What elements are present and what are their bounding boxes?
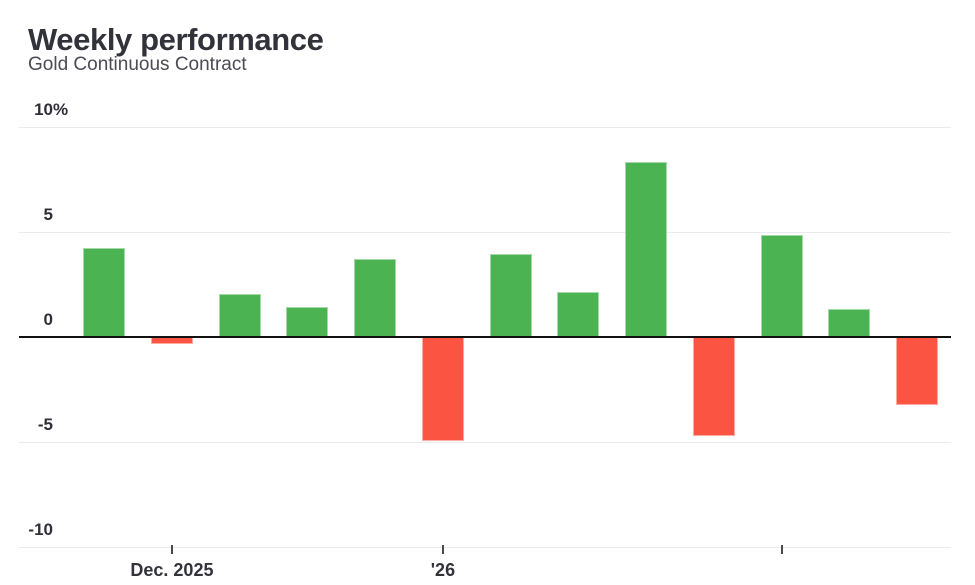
bar-week-9 bbox=[625, 161, 668, 338]
y-axis-label-value: 10 bbox=[34, 99, 53, 119]
y-axis-label-10: 10% bbox=[0, 99, 68, 120]
zero-line bbox=[19, 335, 951, 338]
chart-subtitle: Gold Continuous Contract bbox=[28, 54, 247, 75]
gridline--5 bbox=[19, 441, 951, 443]
bar-week-7 bbox=[489, 254, 532, 338]
gridline-10 bbox=[19, 126, 951, 128]
chart-title: Weekly performance bbox=[28, 21, 324, 57]
y-axis-label-value: -5 bbox=[37, 414, 53, 434]
y-axis-label-value: 5 bbox=[43, 204, 53, 224]
bar-week-5 bbox=[354, 258, 397, 338]
y-axis-label-value: 0 bbox=[43, 309, 53, 329]
y-axis-unit-suffix: % bbox=[53, 99, 69, 119]
x-axis-tick-mark bbox=[780, 545, 783, 554]
bar-week-10 bbox=[692, 336, 735, 437]
bar-week-11 bbox=[760, 235, 803, 338]
y-axis-label-5: 5 bbox=[0, 205, 53, 225]
x-axis-tick-mark bbox=[170, 545, 173, 554]
x-axis-label: Dec. 2025 bbox=[130, 560, 214, 580]
x-axis-label: '26 bbox=[430, 560, 456, 580]
bar-week-6 bbox=[421, 336, 464, 441]
x-axis-tick-mark bbox=[441, 545, 444, 554]
bar-week-12 bbox=[828, 308, 871, 338]
bar-week-13 bbox=[896, 336, 939, 405]
bar-week-3 bbox=[218, 294, 261, 338]
gridline--10 bbox=[19, 546, 951, 548]
bar-week-8 bbox=[557, 292, 600, 338]
y-axis-label-value: -10 bbox=[28, 519, 53, 539]
bar-week-4 bbox=[286, 306, 329, 338]
y-axis-label-0: 0 bbox=[0, 310, 53, 330]
y-axis-label--10: -10 bbox=[0, 520, 53, 540]
y-axis-label--5: -5 bbox=[0, 415, 53, 435]
gridline-5 bbox=[19, 231, 951, 233]
bar-week-1 bbox=[83, 248, 126, 338]
